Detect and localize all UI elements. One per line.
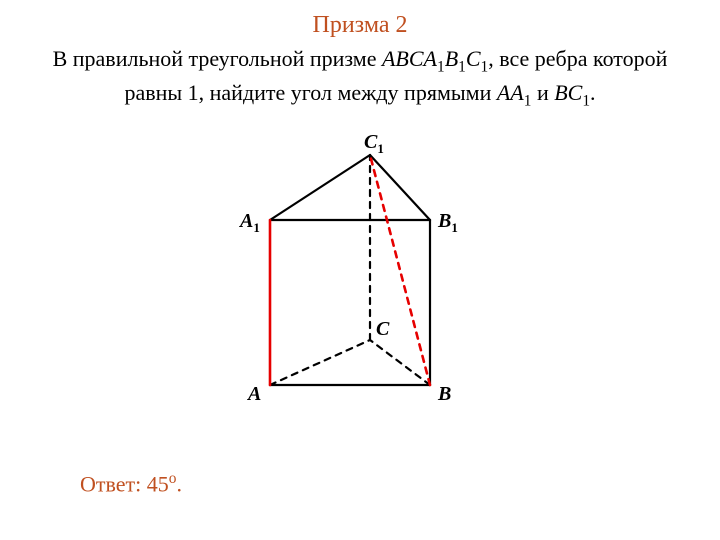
vertex-label-c: C	[376, 318, 389, 341]
answer-trail: .	[176, 471, 182, 496]
problem-math-c: C	[466, 46, 481, 71]
problem-math-bc: BC	[554, 80, 582, 105]
vertex-label-a: A	[248, 383, 261, 406]
problem-t2: и	[531, 80, 554, 105]
prism-diagram: A B C A1 B1 C1	[230, 130, 490, 430]
vertex-label-b1: B1	[438, 210, 458, 236]
problem-statement: В правильной треугольной призме ABCA1B1C…	[24, 44, 696, 112]
problem-sub2: 1	[458, 58, 466, 75]
answer-line: Ответ: 45o.	[80, 470, 182, 497]
answer-value: 45	[147, 471, 169, 496]
vertex-label-a1: A1	[240, 210, 260, 236]
title-text: Призма 2	[313, 12, 408, 38]
problem-sub5: 1	[582, 93, 590, 110]
vertex-label-c1: C1	[364, 131, 384, 157]
problem-sub1: 1	[437, 58, 445, 75]
answer-label: Ответ:	[80, 471, 147, 496]
page-title: Призма 2	[0, 12, 720, 39]
problem-math-b: B	[445, 46, 458, 71]
vertex-label-b: B	[438, 383, 451, 406]
problem-t3: .	[590, 80, 596, 105]
problem-math-aa: AA	[497, 80, 524, 105]
problem-math-abca: ABCA	[382, 46, 437, 71]
problem-t0: В правильной треугольной призме	[53, 46, 382, 71]
